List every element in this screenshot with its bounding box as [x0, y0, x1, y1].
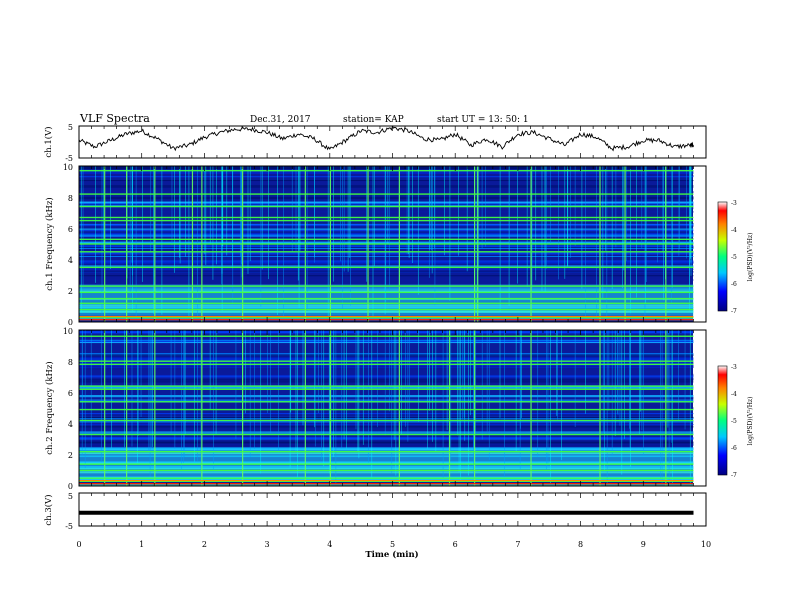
- time-tick-7: 7: [515, 540, 520, 549]
- ch1-freq-tick-6: 6: [68, 225, 73, 234]
- time-tick-8: 8: [578, 540, 583, 549]
- ch2-freq-tick-10: 10: [63, 327, 73, 336]
- time-tick-4: 4: [327, 540, 332, 549]
- ch2-freq-tick-8: 8: [68, 358, 73, 367]
- time-tick-5: 5: [390, 540, 395, 549]
- time-axis-labels: 0 1 2 3 4 5 6 7 8 9 10: [76, 540, 711, 549]
- cb1-tick-m4: -4: [731, 227, 737, 234]
- time-tick-1: 1: [139, 540, 144, 549]
- ch2-freq-ylabel: ch.2 Frequency (kHz): [44, 361, 55, 454]
- cb1-tick-m3: -3: [731, 200, 737, 207]
- figure-title: VLF Spectra: [79, 112, 150, 125]
- ch3-waveform-panel: 5 -5 ch.3(V): [43, 492, 707, 531]
- start-time-label: start UT = 13: 50: 1: [437, 115, 529, 125]
- ch1-freq-tick-2: 2: [68, 287, 73, 296]
- time-tick-10: 10: [701, 540, 711, 549]
- ch1-freq-ylabel: ch.1 Frequency (kHz): [44, 197, 55, 290]
- date-label: Dec.31, 2017: [250, 115, 311, 125]
- ch2-freq-tick-6: 6: [68, 389, 73, 398]
- ch2-freq-tick-0: 0: [68, 482, 73, 491]
- station-label: station= KAP: [343, 115, 404, 125]
- ch1-ytick-bottom: -5: [65, 154, 73, 163]
- cb2-tick-m6: -6: [731, 445, 737, 452]
- cb1-label: log(PSD)(V²/Hz): [747, 233, 754, 282]
- ch2-spectrogram-panel: 0 2 4 6 8 10 ch.2 Frequency (kHz): [44, 327, 707, 491]
- time-tick-2: 2: [202, 540, 207, 549]
- cb2-tick-m7: -7: [731, 472, 737, 479]
- ch2-colorbar: -3 -4 -5 -6 -7 log(PSD)(V²/Hz): [717, 364, 754, 479]
- ch1-freq-tick-10: 10: [63, 163, 73, 172]
- ch2-spectrogram-image: [79, 330, 706, 486]
- time-tick-6: 6: [453, 540, 458, 549]
- time-ticks: [78, 126, 707, 526]
- cb2-label: log(PSD)(V²/Hz): [747, 397, 754, 446]
- time-tick-9: 9: [641, 540, 646, 549]
- ch1-freq-tick-0: 0: [68, 318, 73, 327]
- ch2-freq-tick-4: 4: [68, 420, 73, 429]
- cb1-tick-m6: -6: [731, 281, 737, 288]
- ch1-freq-tick-4: 4: [68, 256, 73, 265]
- ch1-spectrogram-image: [79, 166, 706, 322]
- ch3-ylabel: ch.3(V): [43, 494, 54, 525]
- ch2-freq-tick-2: 2: [68, 451, 73, 460]
- ch1-colorbar: -3 -4 -5 -6 -7 log(PSD)(V²/Hz): [717, 200, 754, 315]
- time-tick-3: 3: [265, 540, 270, 549]
- cb2-tick-m5: -5: [731, 418, 737, 425]
- ch1-ytick-top: 5: [68, 123, 73, 132]
- cb1-tick-m7: -7: [731, 308, 737, 315]
- ch3-ytick-top: 5: [68, 492, 73, 501]
- ch1-waveform-panel: 5 -5 ch.1(V): [43, 123, 707, 163]
- cb2-tick-m4: -4: [731, 391, 737, 398]
- ch3-ytick-bottom: -5: [65, 522, 73, 531]
- ch1-freq-tick-8: 8: [68, 194, 73, 203]
- cb1-tick-m5: -5: [731, 254, 737, 261]
- ch1-spectrogram-panel: 0 2 4 6 8 10 ch.1 Frequency (kHz): [44, 163, 707, 327]
- time-tick-0: 0: [76, 540, 81, 549]
- ch1-ylabel: ch.1(V): [43, 126, 54, 157]
- time-axis-title: Time (min): [365, 549, 418, 560]
- cb2-tick-m3: -3: [731, 364, 737, 371]
